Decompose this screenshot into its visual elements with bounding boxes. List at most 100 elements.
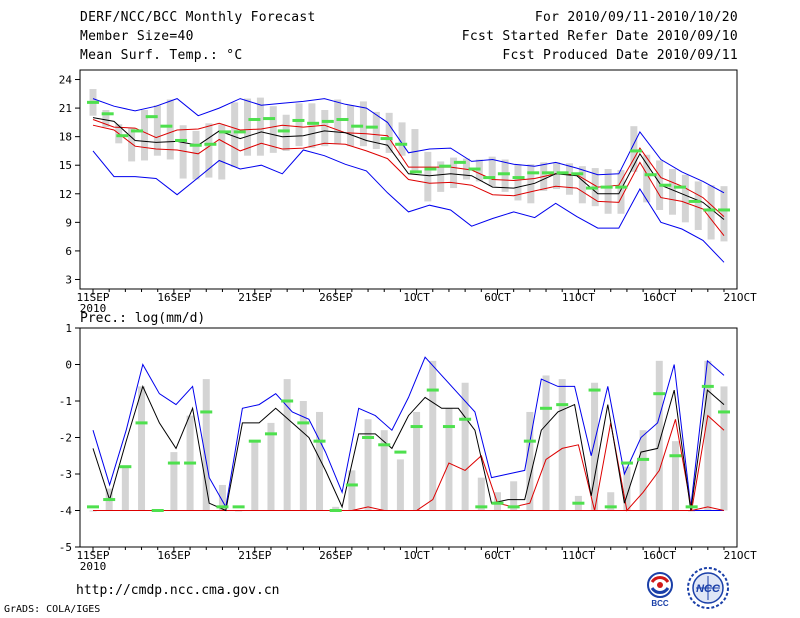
- prec-green-marker: [103, 498, 116, 502]
- bcc-logo-text: BCC: [651, 599, 669, 608]
- temp-red-lower-line: [92, 124, 725, 237]
- temp-x-tick-label: 21SEP: [238, 291, 271, 304]
- prec-x-tick-label: 26SEP: [319, 549, 352, 562]
- temp-green-marker: [673, 185, 686, 189]
- temp-y-tick-label: 9: [65, 216, 72, 229]
- prec-green-marker: [475, 505, 488, 509]
- forecast-produced-date: Fcst Produced Date 2010/09/11: [502, 48, 738, 63]
- temp-ensemble-bar: [501, 159, 509, 192]
- prec-ensemble-bar: [267, 422, 275, 511]
- temp-ensemble-bar: [308, 103, 316, 149]
- prec-blue-upper-line: [92, 356, 725, 509]
- prec-green-marker: [264, 432, 277, 436]
- temp-red-upper-line: [92, 119, 725, 217]
- prec-green-marker: [281, 399, 294, 403]
- prec-green-marker: [216, 505, 229, 509]
- prec-y-tick-label: -2: [59, 432, 72, 445]
- temp-ensemble-bar: [231, 102, 239, 168]
- temp-y-tick-label: 3: [65, 273, 72, 286]
- prec-green-marker: [459, 417, 472, 421]
- forecast-started-date: Fcst Started Refer Date 2010/09/10: [461, 29, 738, 44]
- ncc-logo-text: NCC: [696, 583, 721, 595]
- temp-green-marker: [571, 172, 584, 176]
- temp-ensemble-bar: [205, 123, 213, 178]
- temp-green-marker: [292, 118, 305, 122]
- temp-ensemble-bar: [128, 128, 136, 162]
- temp-green-marker: [497, 172, 510, 176]
- prec-green-marker: [507, 505, 520, 509]
- temp-green-marker: [688, 199, 701, 203]
- temp-blue-lower-line: [92, 149, 725, 263]
- prec-ensemble-bar: [251, 441, 259, 511]
- temp-green-marker: [629, 149, 642, 153]
- temp-ensemble-bar: [141, 109, 149, 161]
- temp-green-marker: [541, 171, 554, 175]
- prec-x-year-label: 2010: [80, 560, 107, 573]
- temp-y-tick-label: 24: [59, 74, 73, 87]
- temp-ensemble-bar: [385, 112, 393, 153]
- temp-green-marker: [644, 173, 657, 177]
- variable-label: Mean Surf. Temp.: °C: [80, 48, 243, 63]
- prec-ensemble-bar: [493, 492, 501, 511]
- prec-ensemble-bar: [655, 360, 663, 511]
- prec-x-tick-label: 21OCT: [724, 549, 757, 562]
- temp-ensemble-bar: [153, 105, 161, 156]
- prec-ensemble-bar: [639, 430, 647, 511]
- prec-green-marker: [378, 443, 391, 447]
- temp-x-tick-label: 21OCT: [724, 291, 757, 304]
- temp-x-tick-label: 26SEP: [319, 291, 352, 304]
- temp-ensemble-bar: [553, 162, 561, 190]
- temp-ensemble-bar: [359, 101, 367, 147]
- temp-green-marker: [351, 124, 364, 128]
- prec-green-marker: [556, 403, 569, 407]
- member-size: Member Size=40: [80, 29, 194, 44]
- temp-ensemble-bar: [681, 174, 689, 223]
- temp-y-tick-label: 6: [65, 245, 72, 258]
- temp-ensemble-bar: [166, 99, 174, 160]
- footer-url[interactable]: http://cmdp.ncc.cma.gov.cn: [76, 583, 280, 598]
- prec-ensemble-mean-line: [92, 384, 725, 512]
- temp-ensemble-bar: [450, 157, 458, 189]
- temp-ensemble-bar: [102, 109, 110, 128]
- prec-ensemble-bar: [364, 419, 372, 511]
- prec-ensemble-bar: [445, 408, 453, 511]
- prec-ensemble-bar: [202, 379, 210, 511]
- prec-green-marker: [410, 425, 423, 429]
- temp-green-marker: [424, 167, 437, 171]
- temp-ensemble-bar: [514, 164, 522, 201]
- temp-ensemble-bar: [269, 106, 277, 153]
- prec-x-tick-label: 21SEP: [238, 549, 271, 562]
- temp-green-marker: [468, 167, 481, 171]
- prec-green-marker: [184, 461, 197, 465]
- temp-green-marker: [307, 121, 320, 125]
- temp-green-marker: [277, 129, 290, 133]
- temp-ensemble-bar: [668, 169, 676, 215]
- prec-green-marker: [604, 505, 617, 509]
- prec-green-marker: [540, 406, 553, 410]
- temp-green-marker: [175, 138, 188, 142]
- temp-green-marker: [145, 115, 158, 119]
- prec-ensemble-bar: [477, 477, 485, 511]
- temp-x-tick-label: 16SEP: [157, 291, 190, 304]
- prec-ensemble-bar: [413, 411, 421, 511]
- temp-green-marker: [512, 176, 525, 180]
- prec-green-marker: [87, 505, 99, 509]
- temp-green-marker: [131, 129, 144, 133]
- prec-ensemble-bar: [720, 386, 728, 511]
- temp-green-marker: [116, 134, 129, 138]
- temp-y-tick-label: 21: [59, 102, 72, 115]
- prec-green-marker: [232, 505, 245, 509]
- prec-y-tick-label: -4: [59, 505, 73, 518]
- prec-green-marker: [685, 505, 698, 509]
- temp-green-marker: [527, 171, 540, 175]
- temp-plot-frame: [79, 69, 738, 290]
- temp-green-marker: [263, 117, 276, 121]
- temp-green-marker: [336, 118, 349, 122]
- temp-y-tick-label: 12: [59, 188, 72, 201]
- prec-green-marker: [701, 384, 714, 388]
- temp-x-tick-label: 16OCT: [643, 291, 676, 304]
- precipitation-title: Prec.: log(mm/d): [80, 311, 205, 326]
- prec-green-marker: [345, 483, 358, 487]
- temp-green-marker: [365, 125, 378, 129]
